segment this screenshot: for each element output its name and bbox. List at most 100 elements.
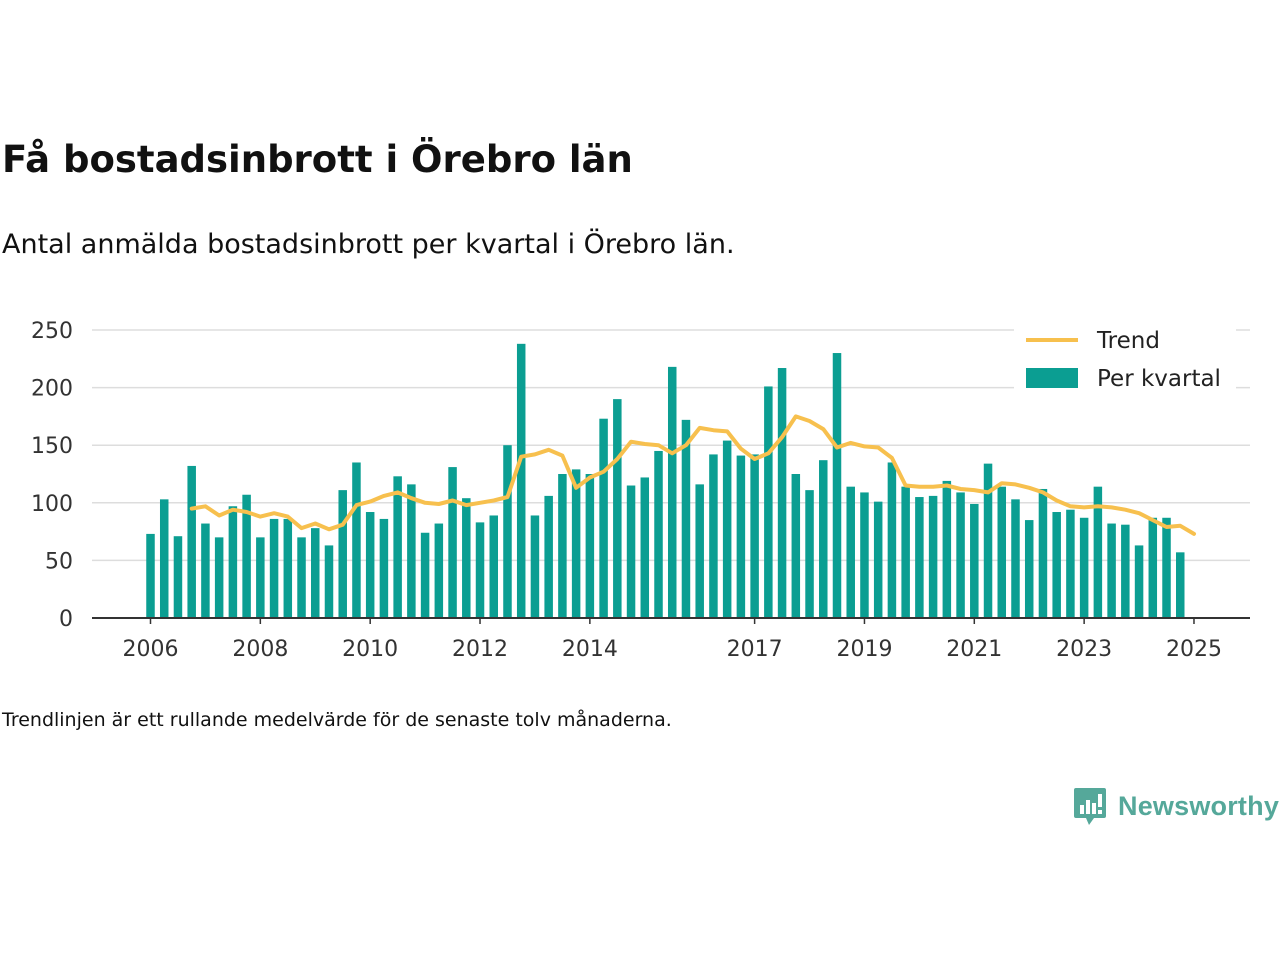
- bar: [338, 490, 347, 618]
- bar: [173, 536, 183, 618]
- bar: [585, 474, 595, 618]
- x-tick-label: 2006: [123, 637, 179, 662]
- bar: [1121, 524, 1130, 618]
- bar: [1148, 517, 1158, 618]
- y-axis-tick-labels: 0 50 100 150 200 250: [31, 319, 73, 632]
- bar: [1162, 517, 1171, 618]
- y-tick-label: 100: [31, 492, 73, 517]
- bar: [928, 495, 938, 618]
- bar: [311, 528, 320, 618]
- bar: [1024, 520, 1034, 618]
- bar: [613, 399, 622, 618]
- bar: [324, 545, 334, 618]
- bar: [365, 512, 375, 618]
- y-tick-label: 250: [31, 319, 73, 344]
- trend-line: [189, 414, 1196, 536]
- bar: [1011, 499, 1020, 618]
- bar: [764, 386, 773, 618]
- x-tick-label: 2019: [836, 637, 892, 662]
- bar: [915, 497, 924, 618]
- bar: [791, 474, 801, 618]
- bar: [228, 506, 238, 618]
- bar: [297, 537, 306, 618]
- y-tick-label: 50: [45, 549, 73, 574]
- bar: [571, 469, 581, 618]
- chart-footnote: Trendlinjen är ett rullande medelvärde f…: [2, 709, 672, 731]
- bar: [187, 465, 196, 618]
- x-axis-ticks: 2006 2008 2010 2012 2014 2017 2019 2021 2023 2025: [123, 618, 1222, 662]
- bar: [489, 515, 498, 618]
- bar: [544, 495, 553, 618]
- bar: [654, 450, 663, 618]
- bar: [352, 462, 361, 618]
- x-tick-label: 2023: [1056, 637, 1112, 662]
- bar: [956, 492, 965, 618]
- x-tick-label: 2010: [342, 637, 398, 662]
- x-tick-label: 2025: [1166, 637, 1222, 662]
- bar: [942, 480, 952, 618]
- bar: [887, 462, 897, 618]
- bar: [434, 523, 444, 618]
- bar: [146, 533, 155, 618]
- y-tick-label: 150: [31, 434, 73, 459]
- bar: [420, 532, 430, 618]
- bar: [901, 486, 910, 618]
- bar: [970, 503, 979, 618]
- bar: [1176, 552, 1185, 618]
- bar: [448, 467, 457, 618]
- bar: [695, 484, 704, 618]
- bar: [503, 445, 512, 618]
- chart-title: Få bostadsinbrott i Örebro län: [2, 138, 633, 181]
- brand-name: Newsworthy: [1118, 790, 1280, 821]
- legend-bar-swatch: [1026, 368, 1078, 388]
- bar: [722, 440, 732, 618]
- x-tick-label: 2017: [727, 637, 783, 662]
- bar: [667, 366, 677, 618]
- bar: [983, 463, 993, 618]
- bar: [242, 494, 251, 618]
- bar: [1093, 486, 1103, 618]
- y-tick-label: 200: [31, 377, 73, 402]
- bar: [997, 486, 1007, 618]
- legend-trend-label: Trend: [1096, 328, 1160, 354]
- bar: [1066, 509, 1075, 618]
- legend-bar-label: Per kvartal: [1097, 366, 1221, 392]
- bar: [407, 484, 416, 618]
- bar: [462, 498, 471, 618]
- bar: [599, 418, 608, 618]
- bar: [201, 523, 210, 618]
- x-tick-label: 2014: [562, 637, 618, 662]
- y-tick-label: 0: [59, 607, 73, 632]
- bar: [475, 522, 485, 618]
- bar: [846, 486, 855, 618]
- bar: [393, 476, 402, 618]
- brand-logo: Newsworthy: [1072, 786, 1279, 826]
- bar: [283, 518, 293, 618]
- bar: [819, 460, 828, 618]
- x-tick-label: 2021: [946, 637, 1002, 662]
- bar: [860, 492, 869, 618]
- bar-series: [146, 343, 1185, 618]
- bar: [805, 490, 814, 618]
- chart: 0 50 100 150 200 250 2006 2008 2010 2012 2014 2017…: [31, 319, 1250, 662]
- bar: [832, 353, 842, 618]
- bar: [1107, 523, 1116, 618]
- bar: [709, 454, 718, 618]
- bar: [214, 537, 224, 618]
- bar: [256, 537, 265, 618]
- bar: [379, 518, 389, 618]
- bar: [750, 454, 759, 618]
- x-tick-label: 2012: [452, 637, 508, 662]
- bar: [640, 477, 650, 618]
- bar: [1038, 488, 1048, 618]
- bar: [1052, 512, 1061, 618]
- chart-subtitle: Antal anmälda bostadsinbrott per kvartal…: [2, 229, 735, 260]
- bar: [777, 368, 787, 618]
- bar: [159, 499, 169, 618]
- x-tick-label: 2008: [232, 637, 288, 662]
- bar: [1079, 517, 1089, 618]
- legend: Trend Per kvartal: [1014, 322, 1236, 400]
- bar: [873, 501, 883, 618]
- bar: [736, 455, 746, 618]
- bar: [516, 343, 526, 618]
